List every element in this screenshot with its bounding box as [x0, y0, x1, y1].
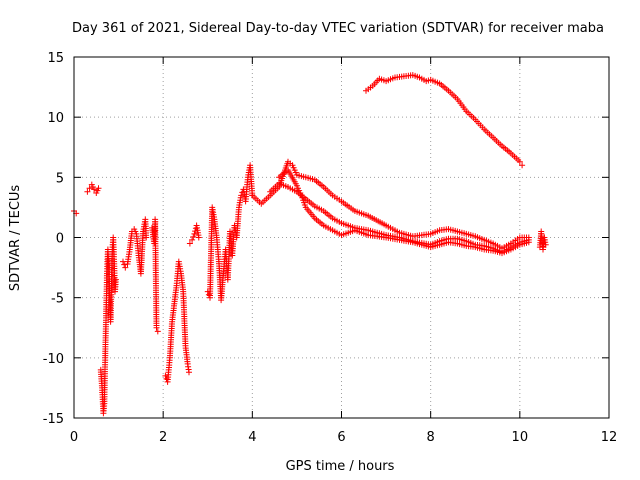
- data-point: [91, 186, 98, 193]
- data-point: [542, 241, 549, 248]
- data-point: [238, 192, 245, 199]
- y-tick-label: 5: [56, 171, 64, 186]
- x-tick-label: 10: [512, 430, 529, 445]
- data-point: [162, 372, 169, 379]
- data-point: [516, 158, 523, 165]
- data-point: [186, 240, 193, 247]
- y-tick-label: 0: [56, 232, 64, 247]
- data-point: [84, 188, 91, 195]
- y-tick-label: -10: [43, 352, 64, 367]
- x-tick-label: 2: [159, 430, 167, 445]
- data-point-interp: [205, 291, 212, 298]
- x-tick-label: 0: [70, 430, 78, 445]
- data-points: [71, 72, 549, 417]
- data-point-interp: [190, 233, 197, 240]
- data-point: [95, 185, 102, 192]
- data-point: [525, 239, 532, 246]
- x-tick-label: 4: [248, 430, 256, 445]
- y-axis-label: SDTVAR / TECUs: [8, 185, 23, 292]
- data-point: [154, 328, 161, 335]
- y-tick-label: 10: [47, 111, 64, 126]
- x-tick-label: 12: [601, 430, 618, 445]
- data-point: [519, 162, 526, 169]
- data-point: [143, 234, 150, 241]
- data-point: [186, 369, 192, 376]
- data-point: [122, 264, 129, 271]
- x-tick-label: 8: [427, 430, 435, 445]
- y-axis: -15 -10 -5 0 5 10 15: [43, 51, 609, 427]
- y-tick-label: -5: [51, 292, 64, 307]
- data-point: [191, 230, 198, 237]
- x-axis-label: GPS time / hours: [286, 459, 395, 474]
- data-point: [189, 236, 196, 243]
- x-tick-label: 6: [337, 430, 345, 445]
- data-point: [112, 276, 119, 283]
- y-tick-label: 15: [47, 51, 64, 66]
- data-point: [195, 234, 202, 241]
- data-point: [153, 324, 160, 331]
- data-point: [86, 185, 93, 192]
- chart-title: Day 361 of 2021, Sidereal Day-to-day VTE…: [72, 21, 604, 36]
- data-point-interp: [121, 261, 128, 268]
- y-tick-label: -15: [43, 412, 64, 427]
- x-axis: 0 2 4 6 8 10 12: [70, 57, 617, 445]
